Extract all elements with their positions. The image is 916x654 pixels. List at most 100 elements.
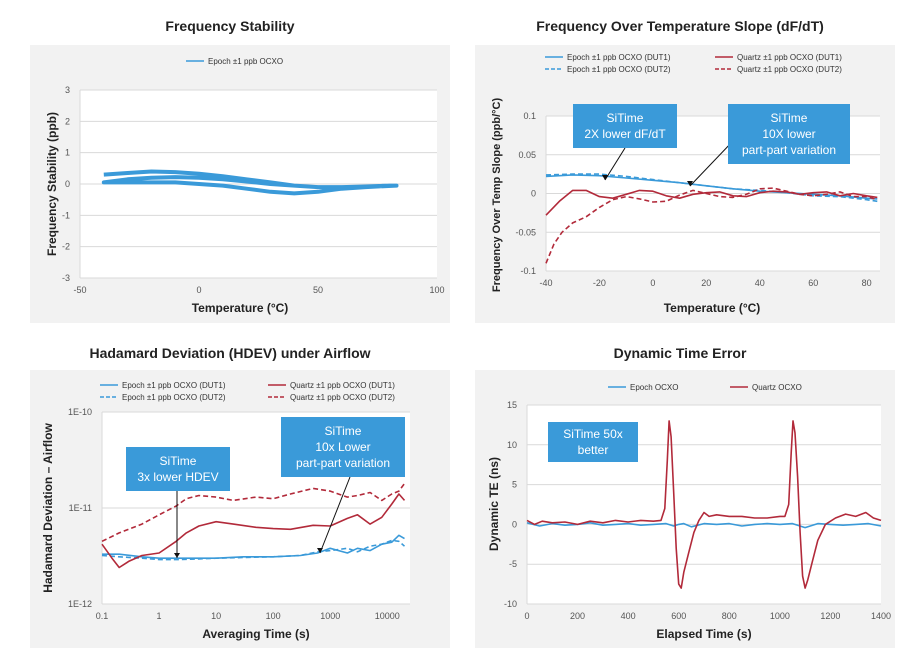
series-line [526, 522, 882, 529]
legend-entry: Epoch ±1 ppb OCXO (DUT2) [567, 65, 671, 74]
x-tick-label: 1200 [820, 611, 840, 621]
x-tick-label: 0.1 [96, 611, 109, 621]
y-tick-label: -1 [62, 210, 70, 220]
x-tick-label: 10000 [375, 611, 400, 621]
callout-text: SiTime [771, 111, 808, 125]
x-tick-label: 20 [701, 278, 711, 288]
series-line [545, 187, 878, 264]
y-tick-label: 15 [507, 400, 517, 410]
panel-title-frequency-stability: Frequency Stability [165, 18, 295, 34]
y-tick-label: 0.1 [523, 111, 536, 121]
x-tick-label: 80 [862, 278, 872, 288]
callout-text: 10x Lower [315, 440, 370, 454]
legend-entry: Quartz ±1 ppb OCXO (DUT1) [737, 53, 842, 62]
callout-arrowhead [174, 553, 180, 558]
series-line [101, 493, 406, 569]
callout-box [126, 447, 230, 491]
y-tick-label: 1E-11 [69, 503, 92, 513]
series-line [545, 189, 878, 216]
callout-box [548, 422, 638, 462]
callout-text: SiTime 50x [563, 427, 623, 441]
x-tick-label: 50 [313, 285, 323, 295]
callout-text: SiTime [325, 424, 362, 438]
x-tick-label: 0 [196, 285, 201, 295]
y-tick-label: -3 [62, 273, 70, 283]
x-tick-label: 400 [621, 611, 636, 621]
y-tick-label: 10 [507, 440, 517, 450]
y-tick-label: 1E-12 [68, 599, 92, 609]
y-axis-label: Frequency Over Temp Slope (ppb/°C) [491, 98, 503, 293]
series-line [545, 173, 878, 203]
y-tick-label: -5 [509, 559, 517, 569]
callout-arrow [689, 140, 734, 187]
x-axis-label: Elapsed Time (s) [656, 627, 751, 641]
callout-text: 3x lower HDEV [137, 470, 218, 484]
y-tick-label: -10 [504, 599, 517, 609]
x-tick-label: 800 [722, 611, 737, 621]
y-tick-label: -0.05 [515, 227, 536, 237]
x-axis-label: Temperature (°C) [192, 301, 289, 315]
legend-entry: Epoch ±1 ppb OCXO [208, 57, 283, 66]
y-tick-label: 0 [512, 519, 517, 529]
x-tick-label: 60 [808, 278, 818, 288]
y-tick-label: 0.05 [518, 150, 536, 160]
callout-box [728, 104, 850, 164]
y-tick-label: 0 [65, 179, 70, 189]
x-tick-label: 1400 [871, 611, 891, 621]
legend-entry: Epoch ±1 ppb OCXO (DUT2) [122, 393, 226, 402]
x-tick-label: 1 [157, 611, 162, 621]
x-tick-label: 1000 [770, 611, 790, 621]
series-line [101, 169, 399, 196]
callout-text: better [578, 443, 609, 457]
x-tick-label: 1000 [320, 611, 340, 621]
panel-title-dte: Dynamic Time Error [613, 345, 747, 361]
series-line [526, 420, 882, 589]
x-tick-label: -20 [593, 278, 606, 288]
panel-title-dfdt: Frequency Over Temperature Slope (dF/dT) [536, 18, 824, 34]
x-axis-label: Averaging Time (s) [202, 627, 309, 641]
legend-entry: Quartz OCXO [752, 383, 802, 392]
x-tick-label: 10 [211, 611, 221, 621]
legend-entry: Epoch ±1 ppb OCXO (DUT1) [122, 381, 226, 390]
callout-arrowhead [602, 175, 608, 180]
panel-title-hdev: Hadamard Deviation (HDEV) under Airflow [89, 345, 371, 361]
y-tick-label: 2 [65, 116, 70, 126]
y-axis-label: Frequency Stability (ppb) [45, 112, 59, 256]
x-tick-label: 0 [524, 611, 529, 621]
callout-box [573, 104, 677, 148]
callout-text: SiTime [607, 111, 644, 125]
x-tick-label: -50 [73, 285, 86, 295]
callout-text: part-part variation [296, 456, 390, 470]
y-tick-label: 5 [512, 480, 517, 490]
y-tick-label: 0 [531, 189, 536, 199]
legend-entry: Quartz ±1 ppb OCXO (DUT2) [290, 393, 395, 402]
x-tick-label: 0 [650, 278, 655, 288]
callout-text: SiTime [160, 454, 197, 468]
x-tick-label: 100 [266, 611, 281, 621]
callout-box [281, 417, 405, 477]
y-axis-label: Dynamic TE (ns) [487, 457, 501, 551]
y-tick-label: -2 [62, 242, 70, 252]
legend-entry: Quartz ±1 ppb OCXO (DUT1) [290, 381, 395, 390]
legend-entry: Epoch OCXO [630, 383, 678, 392]
legend-entry: Epoch ±1 ppb OCXO (DUT1) [567, 53, 671, 62]
x-tick-label: 100 [429, 285, 444, 295]
x-axis-label: Temperature (°C) [664, 301, 761, 315]
callout-arrow [604, 147, 626, 181]
x-tick-label: 40 [755, 278, 765, 288]
callout-text: part-part variation [742, 143, 836, 157]
series-line [101, 483, 406, 543]
y-tick-label: 1 [65, 148, 70, 158]
callout-text: 10X lower [762, 127, 815, 141]
callout-arrowhead [317, 548, 323, 553]
y-tick-label: 3 [65, 85, 70, 95]
callout-arrowhead [687, 181, 693, 186]
y-tick-label: 1E-10 [68, 407, 92, 417]
x-tick-label: -40 [539, 278, 552, 288]
series-line [101, 539, 406, 561]
legend-entry: Quartz ±1 ppb OCXO (DUT2) [737, 65, 842, 74]
callout-arrow [319, 476, 351, 554]
x-tick-label: 600 [671, 611, 686, 621]
y-tick-label: -0.1 [520, 266, 536, 276]
